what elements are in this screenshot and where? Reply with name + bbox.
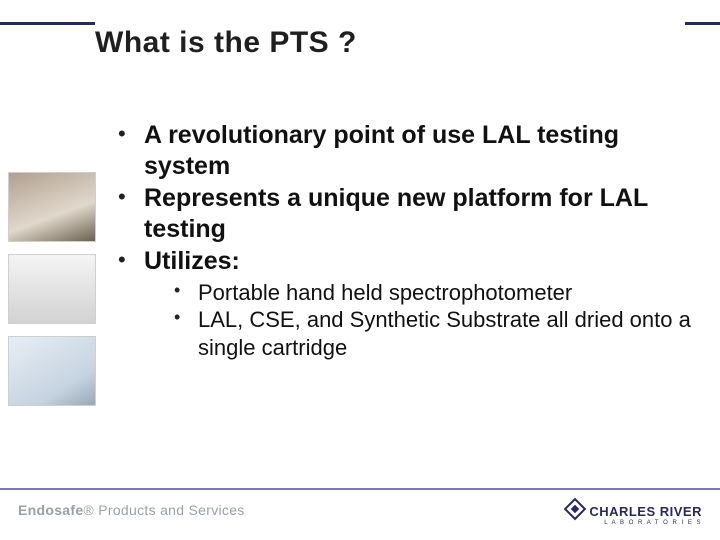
slide-root: What is the PTS ? • A revolutionary poin… (0, 0, 720, 540)
bullet-text: Represents a unique new platform for LAL… (144, 183, 698, 244)
bullet-marker: • (118, 246, 144, 274)
logo-subtext: L A B O R A T O R I E S (567, 520, 702, 526)
title-band: What is the PTS ? (95, 10, 685, 75)
sub-bullet-marker: • (174, 279, 198, 302)
bullet-marker: • (118, 120, 144, 148)
sub-bullet-marker: • (174, 306, 198, 329)
bullet-row: • A revolutionary point of use LAL testi… (118, 120, 698, 181)
sub-bullet-text: Portable hand held spectrophotometer (198, 279, 698, 307)
sub-bullet-list: • Portable hand held spectrophotometer •… (174, 279, 698, 362)
bullet-marker: • (118, 183, 144, 211)
bullet-row: • Utilizes: (118, 246, 698, 277)
thumb-image-vials (8, 336, 96, 406)
footer-rule (0, 488, 720, 490)
slide-title: What is the PTS ? (95, 26, 357, 60)
logo-text: CHARLES RIVER (589, 505, 702, 518)
bullet-row: • Represents a unique new platform for L… (118, 183, 698, 244)
sub-bullet-row: • LAL, CSE, and Synthetic Substrate all … (174, 306, 698, 361)
footer-reg-mark: ® (83, 502, 94, 518)
sub-bullet-row: • Portable hand held spectrophotometer (174, 279, 698, 307)
footer-right: CHARLES RIVER L A B O R A T O R I E S (567, 503, 702, 526)
bullet-text: A revolutionary point of use LAL testing… (144, 120, 698, 181)
thumb-image-device (8, 172, 96, 242)
footer-left: Endosafe® Products and Services (18, 502, 245, 518)
diamond-icon (564, 498, 587, 521)
sub-bullet-text: LAL, CSE, and Synthetic Substrate all dr… (198, 306, 698, 361)
thumb-placeholder (8, 90, 96, 160)
charles-river-logo: CHARLES RIVER (567, 503, 702, 519)
content-area: • A revolutionary point of use LAL testi… (118, 120, 698, 361)
thumb-image-lab (8, 254, 96, 324)
footer-tagline: Products and Services (94, 502, 245, 518)
thumbnail-column (8, 90, 96, 470)
footer-brand: Endosafe (18, 502, 83, 518)
bullet-text: Utilizes: (144, 246, 698, 277)
